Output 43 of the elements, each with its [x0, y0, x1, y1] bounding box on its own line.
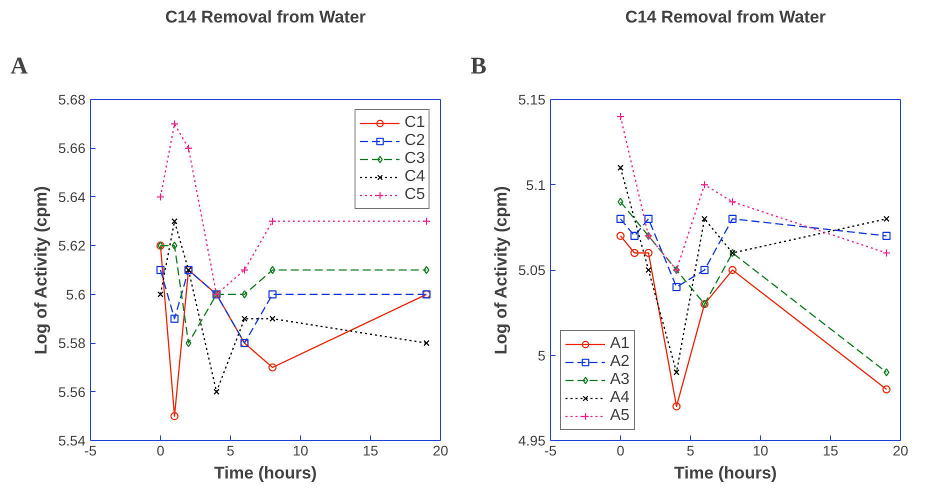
- x-tick-label: 15: [822, 442, 838, 458]
- y-tick-label: 5.68: [58, 92, 86, 108]
- x-tick-label: 20: [432, 442, 448, 458]
- x-tick-label: 15: [362, 442, 378, 458]
- legend-label: C3: [404, 150, 425, 168]
- x-tick-label: 0: [616, 442, 625, 458]
- x-axis-title: Time (hours): [674, 464, 777, 482]
- x-tick-label: 0: [156, 442, 165, 458]
- legend-label: C4: [404, 168, 425, 186]
- y-tick-label: 5: [538, 347, 546, 364]
- y-tick-label: 5.64: [58, 188, 86, 205]
- x-tick-label: 10: [292, 442, 308, 458]
- legend-label: A5: [610, 407, 630, 425]
- y-tick-label: 5.1: [526, 176, 546, 193]
- y-tick-label: 5.6: [66, 286, 86, 302]
- legend-label: A4: [610, 389, 630, 407]
- legend-label: C1: [404, 114, 425, 132]
- x-tick-label: 5: [226, 442, 235, 458]
- y-tick-label: 4.95: [518, 432, 546, 448]
- legend-label: C5: [404, 186, 425, 204]
- text: B: [470, 54, 487, 80]
- x-tick-label: -5: [84, 442, 97, 458]
- chart-title: C14 Removal from Water: [625, 8, 826, 26]
- legend-label: A3: [610, 371, 630, 389]
- legend-label: C2: [404, 132, 425, 150]
- legend-label: A2: [610, 353, 630, 371]
- x-axis-title: Time (hours): [214, 464, 317, 482]
- x-tick-label: 20: [892, 442, 908, 458]
- y-tick-label: 5.56: [58, 384, 86, 400]
- y-tick-label: 5.15: [518, 92, 546, 108]
- y-axis-title: Log of Activity (cpm): [491, 186, 510, 355]
- text: A: [10, 54, 28, 80]
- x-tick-label: 5: [686, 442, 695, 458]
- y-tick-label: 5.62: [58, 238, 86, 254]
- x-tick-label: -5: [544, 442, 557, 458]
- y-tick-label: 5.54: [58, 432, 86, 448]
- y-axis-title: Log of Activity (cpm): [31, 186, 50, 355]
- y-tick-label: 5.66: [58, 140, 86, 156]
- x-tick-label: 10: [752, 442, 768, 458]
- chart-title: C14 Removal from Water: [165, 8, 366, 26]
- y-tick-label: 5.05: [518, 262, 546, 278]
- y-tick-label: 5.58: [58, 335, 86, 352]
- legend-label: A1: [610, 335, 630, 353]
